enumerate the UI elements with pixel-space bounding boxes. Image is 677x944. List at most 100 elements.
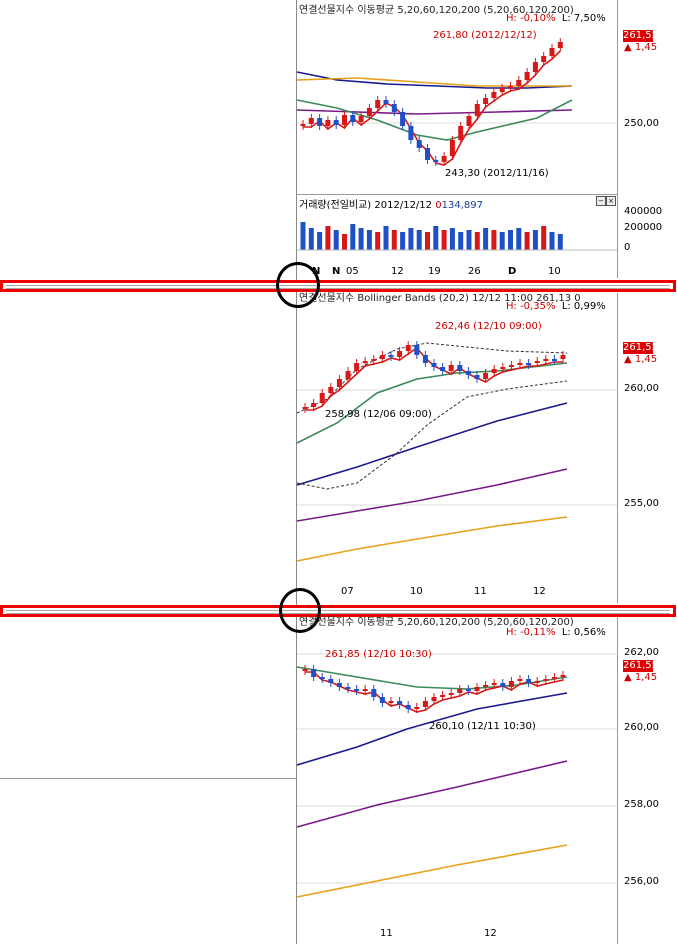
- ma200-line: [296, 77, 572, 87]
- chart-1-high-low: H: -0,10% L: 7,50%: [506, 13, 606, 24]
- candle: [358, 116, 364, 122]
- chart-3-xtick: 12: [484, 928, 497, 939]
- pane-splitter-highlight[interactable]: [0, 605, 676, 617]
- candle: [517, 679, 523, 681]
- minimize-icon[interactable]: −: [596, 196, 606, 206]
- volume-bar: [425, 232, 430, 250]
- chart-1-price-axis: H: -0,10% L: 7,50% 250,00 400000 200000 …: [506, 0, 677, 278]
- chart-3-ytick: 262,00: [624, 647, 659, 658]
- candle: [466, 116, 472, 126]
- chart-2-price-axis: H: -0,35% L: 0,99% 260,00 255,00: [506, 293, 677, 603]
- candle: [383, 100, 389, 104]
- volume-ytick: 200000: [624, 222, 663, 233]
- chart-3-plot[interactable]: [296, 617, 617, 944]
- volume-bar: [441, 230, 447, 250]
- candle: [422, 355, 428, 363]
- ma120-line: [296, 760, 568, 828]
- volume-bar: [333, 230, 339, 250]
- chart-3-low-annotation: 260,10 (12/11 10:30): [429, 721, 536, 732]
- candle: [465, 371, 471, 375]
- chart-2-panel[interactable]: 연결선물지수 Bollinger Bands (20,2) 12/12 11:0…: [296, 293, 617, 603]
- candle: [457, 365, 463, 371]
- candle: [441, 156, 447, 162]
- chart-3-panel[interactable]: 연결선물지수 이동평균 5,20,60,120,200 (5,20,60,120…: [296, 617, 617, 944]
- chart-1-low-annotation: 243,30 (2012/11/16): [445, 168, 549, 179]
- candle: [342, 115, 347, 125]
- candle: [354, 363, 360, 371]
- candle: [483, 98, 489, 104]
- volume-bar: [557, 234, 563, 250]
- left-panel: [0, 0, 297, 944]
- volume-bar: [400, 232, 406, 250]
- candle: [551, 359, 557, 361]
- chart-1-ytick: 250,00: [624, 118, 659, 129]
- chart-1-plot[interactable]: [296, 0, 617, 278]
- pane-splitter-highlight[interactable]: [0, 280, 676, 292]
- volume-bar: [474, 232, 480, 250]
- volume-bar: [350, 224, 356, 250]
- chart-2-high-annotation: 262,46 (12/10 09:00): [435, 321, 542, 332]
- chart-3-xtick: 11: [380, 928, 393, 939]
- volume-bar: [508, 230, 513, 250]
- candle: [433, 160, 439, 162]
- chart-2-plot[interactable]: [296, 293, 617, 603]
- chart-1-change: ▲ 1,45: [624, 42, 658, 53]
- candle: [483, 685, 489, 687]
- volume-bar: [458, 232, 464, 250]
- ma120-line: [296, 109, 573, 115]
- candle: [560, 355, 566, 359]
- chart-1-xtick: D: [508, 266, 517, 277]
- volume-bar: [342, 234, 347, 250]
- candle: [491, 369, 497, 373]
- candle: [400, 112, 406, 126]
- close-icon[interactable]: ×: [606, 196, 616, 206]
- candle: [474, 687, 480, 691]
- chart-2-low-annotation: 258,98 (12/06 09:00): [325, 409, 432, 420]
- chart-3-price-box: 261,55: [623, 660, 658, 672]
- candle: [474, 104, 480, 116]
- chart-1-xtick: 12: [391, 266, 404, 277]
- volume-bar: [541, 226, 547, 250]
- candle: [397, 351, 403, 357]
- volume-bar: [549, 232, 555, 250]
- candle: [414, 345, 420, 355]
- volume-bar: [308, 228, 314, 250]
- chart-3-ytick: 258,00: [624, 799, 659, 810]
- chart-3-price-axis: H: -0,11% L: 0,56% 262,00 260,00 258,00 …: [506, 617, 677, 944]
- candle: [333, 120, 339, 125]
- candle: [448, 365, 454, 371]
- candle: [508, 86, 513, 88]
- candle: [311, 403, 317, 407]
- ma20-line: [296, 362, 568, 444]
- candle: [336, 379, 342, 387]
- volume-bar: [433, 226, 439, 250]
- chart-2-ytick: 255,00: [624, 498, 659, 509]
- candle: [526, 679, 532, 683]
- volume-bar: [532, 230, 538, 250]
- candle: [543, 679, 549, 681]
- candle: [549, 48, 555, 56]
- ma5-line: [305, 346, 563, 411]
- volume-ytick: 0: [624, 242, 631, 253]
- candle: [465, 689, 471, 691]
- ma5-line: [303, 50, 561, 166]
- chart-3-high-low: H: -0,11% L: 0,56%: [506, 627, 606, 638]
- chart-3-high-annotation: 261,85 (12/10 10:30): [325, 649, 432, 660]
- candle: [375, 100, 381, 108]
- ma200-line: [296, 844, 568, 898]
- candle: [508, 365, 514, 367]
- volume-date: 2012/12/12: [374, 200, 433, 211]
- candle: [532, 62, 538, 72]
- chart-1-xtick: 05: [346, 266, 359, 277]
- candle: [371, 689, 377, 697]
- candle: [541, 56, 547, 62]
- candle: [414, 707, 420, 709]
- chart-3-ytick: 260,00: [624, 722, 659, 733]
- chart-2-change: ▲ 1,45: [624, 354, 658, 365]
- candle: [491, 92, 497, 98]
- candle: [336, 683, 342, 687]
- ma120-line: [296, 468, 568, 522]
- chart-1-xtick: 26: [468, 266, 481, 277]
- chart-1-panel[interactable]: 연결선물지수 이동평균 5,20,60,120,200 (5,20,60,120…: [296, 0, 617, 278]
- candle: [300, 124, 306, 126]
